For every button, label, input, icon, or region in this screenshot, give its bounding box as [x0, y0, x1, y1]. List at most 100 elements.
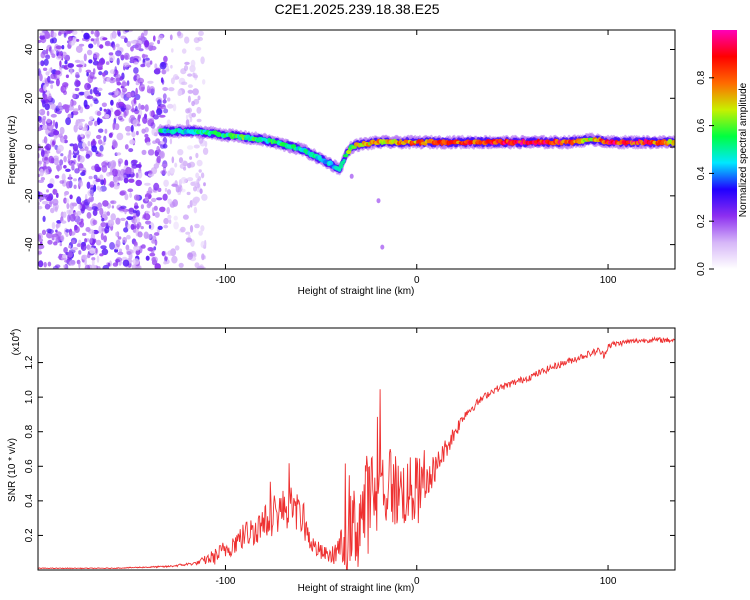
- noise-speckle: [82, 141, 86, 148]
- noise-speckle: [71, 100, 77, 106]
- noise-speckle: [106, 172, 111, 177]
- noise-speckle: [86, 72, 89, 77]
- noise-speckle: [100, 232, 104, 241]
- noise-speckle: [164, 256, 169, 261]
- noise-speckle: [191, 112, 196, 118]
- noise-speckle: [80, 243, 87, 251]
- noise-speckle: [42, 200, 49, 205]
- noise-speckle: [99, 107, 103, 112]
- noise-speckle: [157, 225, 163, 230]
- noise-speckle: [66, 181, 71, 189]
- noise-speckle: [38, 205, 43, 210]
- snr-frame: [37, 327, 676, 571]
- noise-speckle: [50, 84, 54, 89]
- noise-speckle: [124, 30, 130, 33]
- noise-speckle: [116, 57, 120, 66]
- noise-speckle: [122, 259, 130, 267]
- noise-speckle: [55, 223, 61, 228]
- noise-speckle: [62, 139, 65, 144]
- noise-speckle: [96, 134, 102, 140]
- noise-speckle: [98, 225, 102, 234]
- noise-speckle: [72, 143, 79, 152]
- noise-speckle: [167, 198, 172, 205]
- noise-speckle: [76, 38, 80, 42]
- noise-speckle: [87, 189, 94, 197]
- noise-speckle: [81, 254, 88, 260]
- noise-speckle: [55, 231, 62, 237]
- noise-speckle: [81, 30, 84, 33]
- noise-speckle: [180, 177, 187, 184]
- noise-speckle: [73, 184, 77, 189]
- noise-speckle: [130, 124, 134, 133]
- noise-speckle: [171, 255, 178, 264]
- noise-speckle: [40, 177, 46, 181]
- noise-speckle: [44, 203, 51, 210]
- noise-speckle: [104, 226, 110, 234]
- noise-speckle: [112, 262, 119, 267]
- noise-speckle: [63, 156, 67, 163]
- noise-speckle: [44, 103, 50, 111]
- noise-speckle: [163, 217, 169, 225]
- noise-speckle: [78, 104, 81, 110]
- noise-speckle: [99, 174, 104, 180]
- noise-speckle: [140, 84, 145, 88]
- noise-speckle: [125, 166, 132, 175]
- noise-speckle: [129, 192, 133, 198]
- noise-speckle: [46, 189, 49, 193]
- noise-speckle: [134, 216, 140, 224]
- noise-speckle: [144, 113, 147, 119]
- noise-speckle: [171, 156, 175, 164]
- noise-speckle: [97, 39, 100, 48]
- noise-speckle: [38, 116, 43, 123]
- noise-speckle: [45, 143, 52, 151]
- noise-speckle: [131, 264, 136, 269]
- noise-speckle: [118, 248, 123, 253]
- noise-speckle: [39, 32, 45, 36]
- noise-speckle: [68, 174, 72, 180]
- noise-speckle: [43, 261, 47, 268]
- x-tick-label: -100: [215, 576, 235, 587]
- noise-speckle: [144, 133, 149, 138]
- noise-speckle: [195, 46, 202, 51]
- noise-speckle: [146, 141, 151, 146]
- spectrogram-panel: -100 0 100 -40 -20 0 20 40 Height of straight …: [7, 29, 676, 297]
- noise-speckle: [84, 264, 91, 269]
- noise-speckle: [78, 260, 81, 269]
- noise-speckle: [64, 60, 68, 65]
- noise-speckle: [162, 99, 167, 104]
- noise-speckle: [159, 61, 167, 70]
- band-core: [352, 145, 357, 149]
- noise-speckle: [128, 148, 134, 153]
- noise-speckle: [140, 32, 145, 40]
- noise-speckle: [133, 97, 137, 104]
- noise-speckle: [64, 30, 71, 34]
- noise-speckle: [151, 197, 157, 203]
- noise-speckle: [82, 232, 87, 236]
- noise-speckle: [49, 38, 54, 44]
- noise-speckle: [116, 81, 122, 86]
- noise-speckle: [134, 110, 139, 115]
- noise-speckle: [76, 243, 82, 248]
- noise-speckle: [91, 259, 95, 266]
- noise-speckle: [76, 64, 83, 68]
- noise-speckle: [149, 252, 156, 257]
- spectrogram-x-label: Height of straight line (km): [298, 286, 415, 297]
- spectrogram-marks: [38, 30, 675, 269]
- noise-speckle: [166, 103, 174, 109]
- noise-speckle: [159, 206, 166, 213]
- noise-speckle: [117, 236, 122, 240]
- noise-speckle: [93, 54, 98, 59]
- noise-speckle: [38, 179, 44, 183]
- noise-speckle: [131, 159, 138, 164]
- noise-speckle: [149, 86, 155, 94]
- noise-speckle: [95, 239, 102, 246]
- noise-speckle: [130, 46, 134, 52]
- noise-speckle: [45, 194, 52, 202]
- noise-speckle: [166, 207, 170, 215]
- noise-speckle: [95, 178, 101, 183]
- noise-speckle: [112, 122, 116, 131]
- noise-speckle: [88, 59, 93, 64]
- noise-speckle: [74, 168, 80, 174]
- noise-speckle: [41, 229, 47, 235]
- noise-speckle: [77, 154, 81, 162]
